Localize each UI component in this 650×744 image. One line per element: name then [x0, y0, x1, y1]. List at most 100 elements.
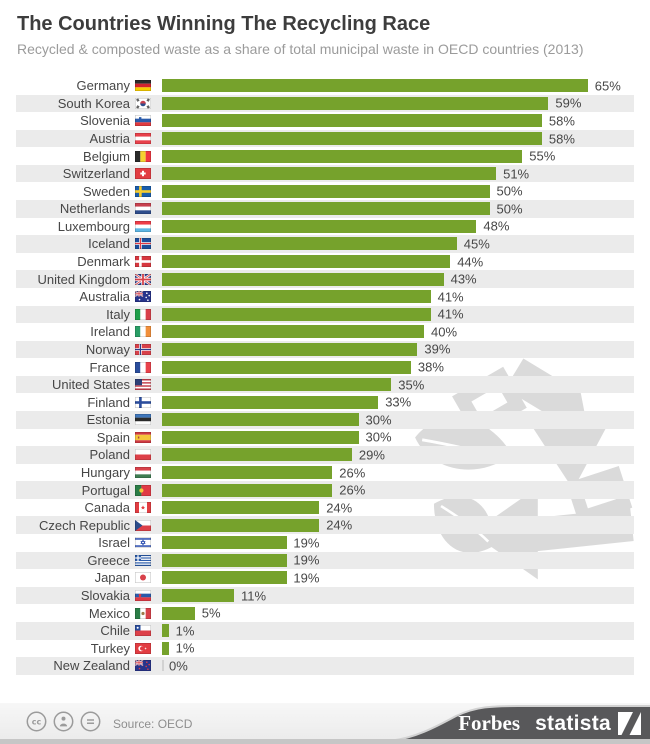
country-label-new-zealand: New Zealand [53, 658, 130, 674]
value-label: 29% [358, 447, 385, 463]
country-label-austria: Austria [89, 131, 130, 147]
bar [162, 413, 359, 427]
table-row-france: France 38% [16, 358, 634, 376]
value-label: 26% [339, 465, 366, 480]
table-row-denmark: Denmark 44% [16, 253, 634, 271]
denmark-flag-icon [135, 256, 151, 268]
table-row-slovenia: Slovenia 58% [16, 112, 634, 130]
bar [162, 466, 333, 479]
country-label-france: France [89, 359, 130, 375]
table-row-hungary: Hungary 26% [16, 464, 634, 482]
slovakia-flag-icon [135, 590, 151, 602]
country-label-united-kingdom: United Kingdom [37, 271, 131, 287]
table-row-chile: Chile 1% [16, 621, 634, 640]
source-label: Source: OECD [113, 717, 193, 731]
bar-area: 29% [162, 447, 634, 463]
header: The Countries Winning The Recycling Race… [0, 0, 650, 57]
value-label: 11% [241, 588, 267, 604]
country-label-netherlands: Netherlands [59, 201, 130, 217]
country-label-canada: Canada [84, 500, 130, 516]
country-label-spain: Spain [96, 429, 130, 445]
israel-flag-icon [135, 537, 151, 549]
bar-area: 19% [162, 570, 634, 585]
new-zealand-flag-icon [135, 660, 151, 672]
bar-area: 55% [162, 149, 634, 164]
bar-area: 41% [162, 307, 634, 322]
bar [162, 167, 497, 181]
table-row-germany: Germany 65% [16, 77, 634, 95]
value-label: 59% [555, 95, 582, 111]
bar [162, 114, 542, 128]
bar [162, 149, 523, 163]
country-label-south-korea: South Korea [57, 95, 130, 111]
bar-area: 24% [162, 500, 634, 516]
country-label-hungary: Hungary [80, 465, 130, 480]
poland-flag-icon [135, 449, 151, 461]
bar [162, 255, 451, 269]
germany-flag-icon [135, 80, 151, 92]
bar-area: 58% [162, 131, 634, 146]
mexico-flag-icon [135, 607, 151, 619]
bar-area: 35% [162, 377, 634, 392]
bar-area: 38% [162, 360, 634, 375]
bar [162, 448, 352, 462]
statista-logo[interactable]: statista [535, 711, 611, 735]
turkey-flag-icon [135, 642, 151, 654]
value-label: 39% [424, 341, 451, 357]
bar-area: 41% [162, 289, 634, 305]
bar-area: 19% [162, 552, 634, 568]
country-label-belgium: Belgium [83, 148, 130, 164]
value-label: 19% [293, 552, 320, 568]
bar-area: 50% [162, 201, 634, 216]
svg-text:cc: cc [32, 718, 42, 727]
united-states-flag-icon [135, 379, 151, 391]
bar [162, 360, 411, 374]
table-row-poland: Poland 29% [16, 446, 634, 464]
table-row-norway: Norway 39% [16, 340, 634, 359]
cc-icon[interactable]: cc [26, 711, 47, 732]
bar [162, 553, 287, 567]
value-label: 24% [326, 500, 353, 516]
bar [162, 202, 490, 216]
bar-area: 30% [162, 412, 634, 427]
table-row-united-states: United States 35% [16, 375, 634, 394]
statista-logo-icon[interactable] [618, 712, 641, 735]
bar [162, 184, 490, 198]
table-row-mexico: Mexico 5% [16, 604, 634, 622]
value-label: 51% [503, 166, 530, 182]
country-label-israel: Israel [98, 535, 130, 551]
country-label-mexico: Mexico [88, 605, 130, 621]
cc-nd-icon[interactable] [80, 711, 101, 732]
bar [162, 307, 431, 321]
bar [162, 589, 234, 603]
value-label: 24% [326, 517, 353, 533]
table-row-australia: Australia 41% [16, 288, 634, 306]
value-label: 1% [175, 623, 195, 639]
bar-area: 40% [162, 324, 634, 339]
table-row-austria: Austria 58% [16, 129, 634, 148]
table-row-turkey: Turkey 1% [16, 640, 634, 658]
forbes-logo[interactable]: Forbes [458, 711, 521, 735]
czech-republic-flag-icon [135, 519, 151, 531]
value-label: 26% [339, 482, 366, 498]
value-label: 41% [437, 289, 464, 305]
norway-flag-icon [135, 343, 151, 355]
country-label-greece: Greece [87, 552, 130, 568]
table-row-sweden: Sweden 50% [16, 182, 634, 200]
bar-area: 51% [162, 166, 634, 182]
south-korea-flag-icon [135, 97, 151, 109]
country-label-switzerland: Switzerland [62, 166, 130, 182]
table-row-netherlands: Netherlands 50% [16, 200, 634, 218]
value-label: 44% [457, 254, 484, 270]
value-label: 50% [496, 183, 523, 199]
bar [162, 501, 320, 515]
bar [162, 132, 542, 146]
bar-area: 1% [162, 641, 634, 656]
bar-area: 5% [162, 606, 634, 621]
ireland-flag-icon [135, 326, 151, 338]
greece-flag-icon [135, 554, 151, 566]
cc-by-icon[interactable] [53, 711, 74, 732]
bar-area: 19% [162, 535, 634, 550]
table-row-spain: Spain 30% [16, 429, 634, 447]
country-label-denmark: Denmark [77, 254, 130, 270]
